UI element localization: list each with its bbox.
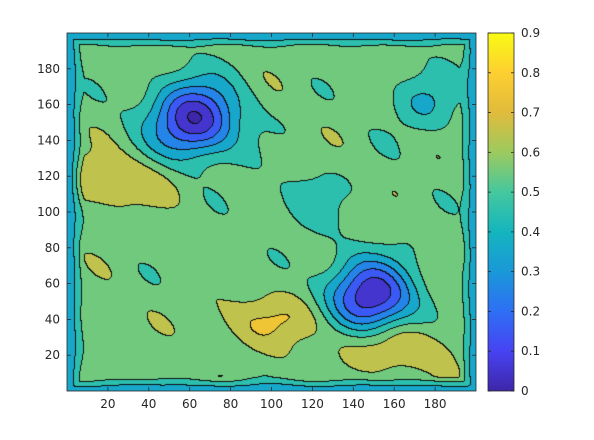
- y-tick-label: 180: [37, 62, 60, 76]
- x-tick-label: 60: [182, 397, 197, 411]
- x-tick-label: 20: [100, 397, 115, 411]
- colorbar-tick-label: 0.6: [521, 145, 540, 159]
- y-tick-label: 120: [37, 169, 60, 183]
- colorbar-tick-label: 0.1: [521, 344, 540, 358]
- y-tick-label: 140: [37, 133, 60, 147]
- x-tick-label: 80: [223, 397, 238, 411]
- x-tick-label: 40: [141, 397, 156, 411]
- y-tick-label: 100: [37, 205, 60, 219]
- x-tick-label: 180: [424, 397, 447, 411]
- colorbar-tick-label: 0.7: [521, 106, 540, 120]
- colorbar-frame: [487, 32, 515, 392]
- colorbar-tick-label: 0.2: [521, 304, 540, 318]
- y-tick-label: 160: [37, 98, 60, 112]
- colorbar-tick-label: 0: [521, 384, 529, 398]
- colorbar-tick-label: 0.5: [521, 185, 540, 199]
- x-tick-label: 120: [301, 397, 324, 411]
- y-tick-label: 40: [45, 312, 60, 326]
- colorbar-gradient: [488, 33, 514, 391]
- plot-axes: 20 40 60 80 100 120 140 160 180 20 40 60 80 100 120 140…: [37, 32, 477, 411]
- contour-plot-area: [67, 33, 476, 391]
- colorbar-tick-label: 0.3: [521, 265, 540, 279]
- y-tick-label: 80: [45, 241, 60, 255]
- y-tick-label: 60: [45, 277, 60, 291]
- colorbar-tick-label: 0.9: [521, 26, 540, 40]
- x-tick-label: 100: [260, 397, 283, 411]
- x-tick-label: 140: [342, 397, 365, 411]
- colorbar-tick-label: 0.4: [521, 225, 540, 239]
- colorbar-tick-label: 0.8: [521, 66, 540, 80]
- y-tick-label: 20: [45, 348, 60, 362]
- colorbar: 0 0.1 0.2 0.3 0.4 0.5 0.6 0.7 0.8 0.9: [487, 26, 540, 398]
- x-tick-label: 160: [383, 397, 406, 411]
- contour-field-image: [67, 33, 476, 391]
